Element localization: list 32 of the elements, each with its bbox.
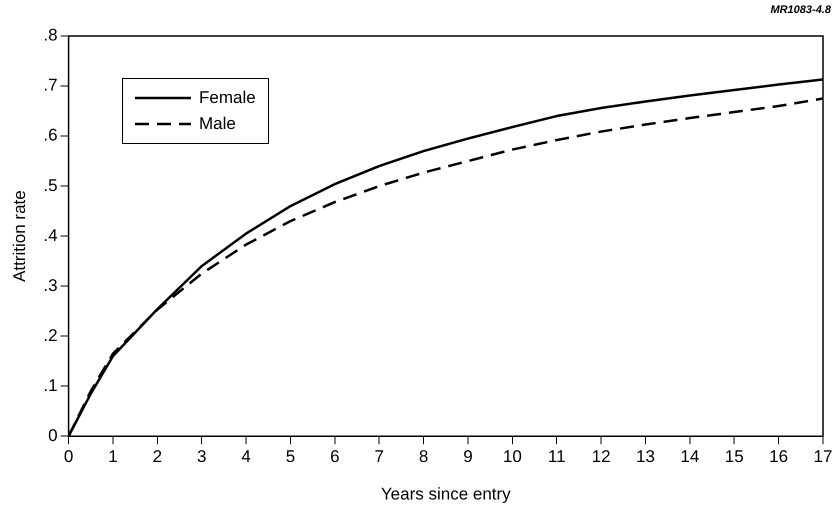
x-tick-label: 10: [502, 447, 522, 466]
x-tick-label: 5: [286, 447, 296, 466]
x-tick-label: 8: [418, 447, 428, 466]
y-tick-label: 0: [48, 426, 58, 445]
x-tick-label: 15: [724, 447, 744, 466]
y-axis-title: Attrition rate: [10, 190, 29, 282]
x-tick-label: 13: [636, 447, 655, 466]
y-tick-label: .5: [43, 176, 58, 195]
y-tick-label: .1: [43, 376, 58, 395]
y-tick-label: .4: [43, 226, 58, 245]
x-tick-label: 0: [64, 447, 74, 466]
legend-label: Male: [199, 114, 236, 134]
y-tick-label: .6: [43, 126, 58, 145]
x-tick-label: 14: [680, 447, 700, 466]
x-axis-title: Years since entry: [380, 484, 512, 504]
y-tick-label: .8: [43, 26, 58, 45]
x-tick-label: 3: [196, 447, 206, 466]
y-tick-label: .3: [43, 276, 58, 295]
legend-label: Female: [199, 88, 256, 108]
x-tick-label: 17: [814, 447, 832, 466]
x-tick-label: 12: [592, 447, 611, 466]
x-tick-label: 4: [241, 447, 251, 466]
text: MR1083-4.8: [770, 4, 831, 16]
x-tick-label: 1: [108, 447, 118, 466]
x-tick-label: 9: [463, 447, 473, 466]
x-tick-label: 2: [152, 447, 162, 466]
x-tick-label: 7: [374, 447, 384, 466]
x-tick-label: 16: [769, 447, 788, 466]
y-tick-label: .7: [43, 76, 58, 95]
x-tick-label: 6: [330, 447, 340, 466]
x-tick-label: 11: [548, 447, 566, 466]
y-tick-label: .2: [43, 326, 58, 345]
